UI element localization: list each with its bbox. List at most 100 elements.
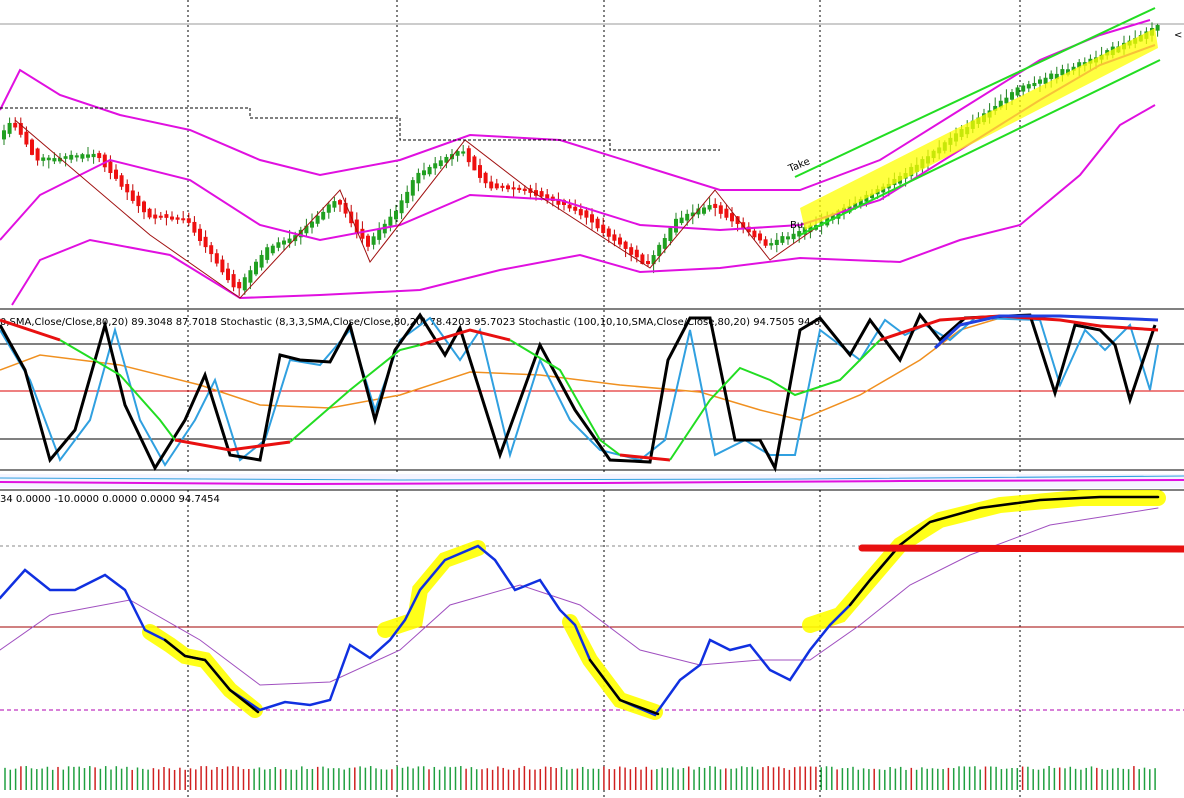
candle-body	[1010, 92, 1014, 100]
candle-body	[130, 190, 135, 201]
candle-body	[511, 187, 516, 190]
candle-body	[690, 212, 695, 217]
candle-body	[399, 200, 404, 214]
candle-body	[808, 225, 813, 233]
candle-body	[612, 234, 617, 241]
candle-body	[674, 218, 678, 233]
candle-body	[522, 188, 527, 191]
candle-body	[634, 249, 639, 258]
candle-body	[629, 247, 634, 255]
candle-body	[332, 201, 337, 208]
candle-body	[483, 172, 488, 184]
candle-body	[1066, 69, 1070, 75]
candle-body	[539, 191, 544, 197]
candle-body	[388, 216, 393, 226]
candle-body	[1026, 84, 1031, 89]
candle-body	[1015, 87, 1020, 96]
candle-body	[1038, 79, 1042, 84]
candle-body	[763, 239, 768, 246]
candle-body	[282, 240, 286, 245]
candle-body	[287, 238, 292, 243]
candle-body	[74, 155, 79, 158]
candle-body	[35, 148, 40, 161]
candle-body	[30, 139, 34, 155]
candle-body	[567, 204, 572, 209]
candle-body	[136, 195, 141, 207]
candle-body	[422, 170, 426, 176]
candle-body	[80, 154, 85, 159]
candle-body	[158, 215, 163, 218]
bollinger	[0, 19, 1156, 306]
candle-body	[500, 185, 505, 188]
candle-body	[696, 208, 701, 215]
candle-body	[1049, 73, 1054, 80]
candle-body	[724, 208, 729, 218]
candle-body	[578, 209, 583, 216]
candle-body	[1071, 66, 1076, 71]
candle-body	[52, 158, 57, 162]
vertical-grid	[187, 0, 1021, 798]
candle-body	[321, 211, 326, 220]
candle-body	[147, 208, 152, 218]
candle-body	[203, 236, 208, 248]
candle-body	[276, 242, 281, 248]
candle-body	[830, 213, 835, 220]
candle-body	[662, 238, 667, 249]
candle-body	[231, 274, 236, 288]
candle-body	[1043, 77, 1048, 84]
candle-body	[998, 100, 1003, 108]
candle-body	[97, 153, 102, 159]
candle-body	[198, 228, 202, 241]
candle-body	[338, 200, 342, 205]
candle-body	[1032, 82, 1037, 87]
candle-body	[489, 181, 494, 189]
candle-body	[679, 217, 684, 224]
candle-body	[298, 229, 303, 238]
candle-body	[472, 156, 477, 171]
candle-body	[702, 207, 706, 214]
annotation: Bu	[790, 220, 803, 231]
candle-body	[7, 122, 12, 134]
candle-body	[242, 277, 247, 291]
candle-body	[371, 236, 376, 245]
candle-body	[315, 215, 320, 224]
candle-body	[2, 130, 6, 140]
candle-body	[461, 151, 466, 154]
candle-body	[164, 214, 169, 218]
candle-body	[606, 228, 611, 237]
candle-body	[774, 239, 779, 245]
candle-body	[444, 156, 449, 163]
candle-body	[494, 183, 499, 189]
candle-body	[1077, 62, 1082, 68]
indicator-label: 0,SMA,Close/Close,80,20) 89.3048 87.7018…	[0, 317, 820, 328]
candle-body	[58, 157, 62, 162]
candle-body	[259, 254, 264, 268]
candle-body	[405, 191, 410, 204]
candle-body	[394, 210, 398, 220]
candle-body	[237, 282, 242, 289]
candle-body	[13, 122, 18, 128]
candle-body	[562, 200, 566, 206]
candle-body	[466, 148, 471, 163]
candle-body	[142, 201, 146, 213]
candle-body	[209, 245, 214, 255]
candle-body	[360, 228, 365, 239]
candle-body	[769, 243, 774, 246]
candle-body	[310, 221, 314, 228]
compressed-panel	[0, 474, 1184, 488]
candle-body	[506, 185, 510, 190]
candle-body	[354, 219, 359, 233]
candle-body	[326, 204, 331, 213]
candle-body	[858, 199, 863, 207]
volume-bars	[4, 766, 1156, 790]
candle-body	[853, 202, 858, 209]
candle-body	[651, 255, 656, 265]
candle-body	[455, 151, 460, 156]
candle-body	[735, 216, 740, 224]
candle-body	[646, 261, 650, 265]
candle-body	[640, 254, 645, 264]
stochastic-lines	[0, 312, 1159, 473]
candle-body	[63, 156, 68, 159]
candle-body	[797, 231, 802, 237]
candle-body	[584, 210, 589, 218]
